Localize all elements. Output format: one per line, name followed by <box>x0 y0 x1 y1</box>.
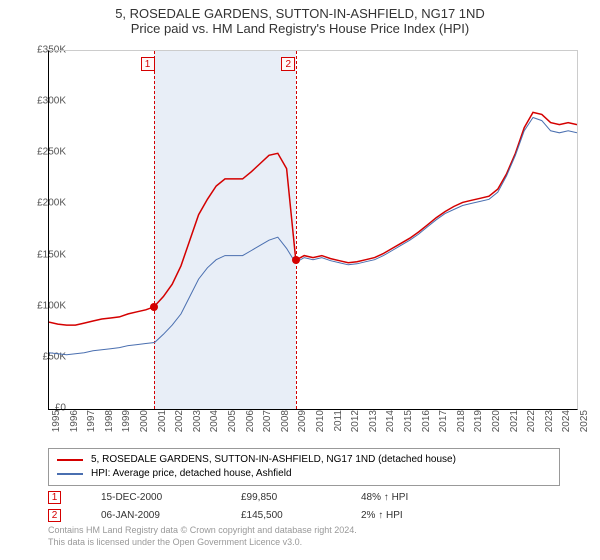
x-tick-label: 2023 <box>544 410 555 440</box>
sale-row: 1 15-DEC-2000 £99,850 48% ↑ HPI <box>48 488 560 506</box>
x-tick-label: 2019 <box>473 410 484 440</box>
x-tick-label: 2003 <box>192 410 203 440</box>
legend-row: HPI: Average price, detached house, Ashf… <box>57 467 551 481</box>
x-tick-label: 2010 <box>315 410 326 440</box>
x-tick-label: 2000 <box>139 410 150 440</box>
series-line-property <box>49 112 577 325</box>
legend: 5, ROSEDALE GARDENS, SUTTON-IN-ASHFIELD,… <box>48 448 560 486</box>
x-tick-label: 1997 <box>86 410 97 440</box>
sale-marker-box: 1 <box>141 57 155 71</box>
sale-price: £99,850 <box>241 492 321 503</box>
series-line-hpi <box>49 118 577 355</box>
title-sub: Price paid vs. HM Land Registry's House … <box>0 21 600 36</box>
sale-marker-icon: 2 <box>48 509 61 522</box>
x-tick-label: 2020 <box>491 410 502 440</box>
x-tick-label: 2016 <box>421 410 432 440</box>
credits: Contains HM Land Registry data © Crown c… <box>48 524 357 548</box>
x-tick-label: 2025 <box>579 410 590 440</box>
x-tick-label: 2006 <box>245 410 256 440</box>
x-tick-label: 2011 <box>333 410 344 440</box>
x-tick-label: 1995 <box>51 410 62 440</box>
sale-dot-icon <box>150 303 158 311</box>
x-tick-label: 1996 <box>69 410 80 440</box>
sale-pct: 48% ↑ HPI <box>361 492 408 503</box>
legend-label: 5, ROSEDALE GARDENS, SUTTON-IN-ASHFIELD,… <box>91 453 456 467</box>
credits-line: This data is licensed under the Open Gov… <box>48 536 357 548</box>
chart-lines <box>49 51 577 409</box>
chart-plot-area: 12 <box>48 50 578 410</box>
x-tick-label: 2022 <box>526 410 537 440</box>
sale-rows: 1 15-DEC-2000 £99,850 48% ↑ HPI 2 06-JAN… <box>48 488 560 524</box>
x-tick-label: 2002 <box>174 410 185 440</box>
sale-dot-icon <box>292 256 300 264</box>
x-tick-label: 2018 <box>456 410 467 440</box>
legend-swatch <box>57 459 83 461</box>
sale-price: £145,500 <box>241 510 321 521</box>
sale-date: 15-DEC-2000 <box>101 492 201 503</box>
x-tick-label: 2009 <box>297 410 308 440</box>
sale-row: 2 06-JAN-2009 £145,500 2% ↑ HPI <box>48 506 560 524</box>
title-block: 5, ROSEDALE GARDENS, SUTTON-IN-ASHFIELD,… <box>0 0 600 36</box>
x-tick-label: 1998 <box>104 410 115 440</box>
sale-pct: 2% ↑ HPI <box>361 510 403 521</box>
title-main: 5, ROSEDALE GARDENS, SUTTON-IN-ASHFIELD,… <box>0 6 600 21</box>
x-tick-label: 2007 <box>262 410 273 440</box>
x-tick-label: 2017 <box>438 410 449 440</box>
x-tick-label: 2013 <box>368 410 379 440</box>
x-tick-label: 1999 <box>121 410 132 440</box>
x-tick-label: 2004 <box>209 410 220 440</box>
credits-line: Contains HM Land Registry data © Crown c… <box>48 524 357 536</box>
sale-date: 06-JAN-2009 <box>101 510 201 521</box>
legend-swatch <box>57 473 83 475</box>
sale-marker-box: 2 <box>281 57 295 71</box>
chart-container: 5, ROSEDALE GARDENS, SUTTON-IN-ASHFIELD,… <box>0 0 600 560</box>
legend-label: HPI: Average price, detached house, Ashf… <box>91 467 292 481</box>
x-tick-label: 2015 <box>403 410 414 440</box>
sale-marker-icon: 1 <box>48 491 61 504</box>
legend-row: 5, ROSEDALE GARDENS, SUTTON-IN-ASHFIELD,… <box>57 453 551 467</box>
x-tick-label: 2005 <box>227 410 238 440</box>
x-tick-label: 2024 <box>561 410 572 440</box>
x-tick-label: 2012 <box>350 410 361 440</box>
x-tick-label: 2021 <box>509 410 520 440</box>
x-tick-label: 2001 <box>157 410 168 440</box>
x-tick-label: 2014 <box>385 410 396 440</box>
x-tick-label: 2008 <box>280 410 291 440</box>
